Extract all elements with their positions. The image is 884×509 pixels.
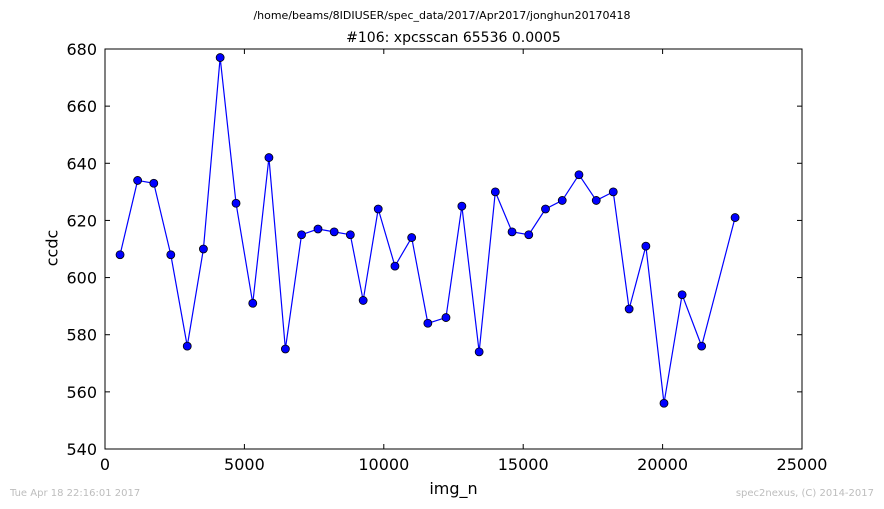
data-point [248, 298, 258, 308]
data-point [474, 347, 484, 357]
y-tick-label: 640 [66, 154, 97, 173]
data-point [358, 296, 368, 305]
data-point [231, 198, 241, 208]
data-point [507, 227, 517, 237]
data-point [115, 250, 125, 260]
data-point [574, 170, 584, 180]
data-point [329, 227, 339, 237]
x-tick-label: 15000 [498, 455, 549, 474]
data-point [608, 187, 618, 197]
chart-title: #106: xpcsscan 65536 0.0005 [346, 30, 561, 46]
data-point [524, 230, 534, 240]
y-tick-label: 620 [66, 211, 97, 230]
data-point [390, 261, 400, 271]
data-point [313, 224, 323, 234]
chart-suptitle: /home/beams/8IDIUSER/spec_data/2017/Apr2… [253, 9, 631, 22]
y-axis-label: ccdc [42, 229, 62, 267]
data-point [591, 196, 601, 205]
footer-timestamp: Tue Apr 18 22:16:01 2017 [10, 488, 141, 499]
data-point [677, 290, 687, 300]
data-point [407, 233, 417, 242]
data-point [166, 250, 176, 260]
plot-frame [104, 48, 803, 450]
y-tick-label: 580 [66, 326, 97, 345]
data-point [441, 313, 451, 322]
x-tick-label: 0 [100, 455, 110, 474]
data-point [133, 176, 143, 185]
data-point [264, 153, 274, 162]
data-point [199, 244, 208, 254]
data-point [541, 204, 550, 214]
series-line [119, 57, 736, 404]
x-tick-label: 5000 [224, 455, 265, 474]
data-point [373, 204, 383, 214]
data-point [490, 187, 500, 197]
data-point [457, 201, 467, 211]
data-point [215, 53, 225, 62]
data-point [423, 318, 433, 328]
data-point [641, 241, 651, 251]
data-point [297, 230, 306, 240]
x-tick-label: 20000 [637, 455, 688, 474]
y-tick-label: 600 [66, 269, 97, 288]
y-tick-label: 560 [66, 383, 97, 402]
x-axis-label: img_n [429, 479, 478, 498]
y-tick-label: 680 [66, 40, 97, 59]
data-point [697, 341, 707, 351]
data-point [557, 196, 567, 205]
x-tick-label: 25000 [777, 455, 828, 474]
x-tick-label: 10000 [358, 455, 409, 474]
y-tick-label: 660 [66, 97, 97, 116]
data-point [730, 213, 740, 222]
y-tick-label: 540 [66, 440, 97, 459]
data-point [280, 344, 290, 354]
data-point [659, 398, 669, 408]
data-point [345, 230, 355, 240]
data-point [624, 304, 634, 314]
data-point [149, 178, 159, 188]
footer-credit: spec2nexus, (C) 2014-2017 [735, 488, 874, 499]
data-point [182, 341, 192, 351]
